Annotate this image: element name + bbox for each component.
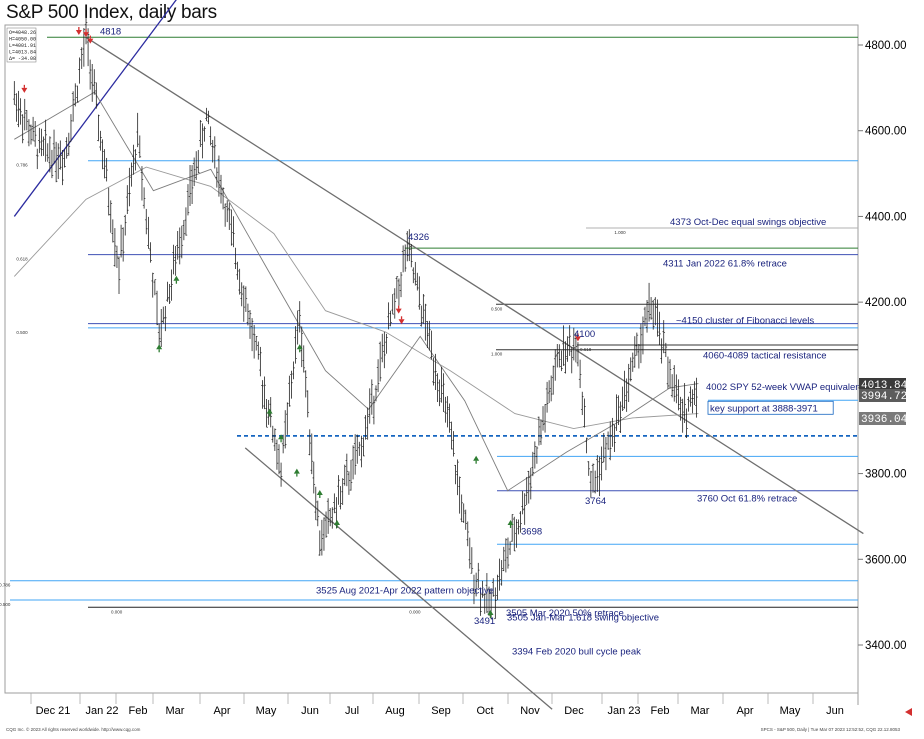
level-label: 3505 Jan-Mar 1.618 swing objective (507, 612, 659, 623)
down-arrow-icon (83, 32, 90, 38)
readout-line: Δ= -34.08 (9, 56, 36, 62)
readout-line: L=4001.91 (9, 43, 36, 49)
price-tag-label: 3936.04 (861, 414, 908, 426)
up-arrow-icon (507, 520, 514, 525)
price-tag (859, 389, 906, 402)
fib-ratio-label: 0.000 (111, 609, 123, 614)
readout-line: H=4050.00 (9, 37, 36, 43)
fib-ratio-label: 0.786 (0, 583, 11, 588)
x-tick-label: May (780, 705, 801, 717)
level-label: 4326 (408, 232, 429, 243)
x-tick-label: Dec 21 (36, 705, 71, 717)
markers-layer (21, 27, 581, 618)
level-label: 3764 (585, 496, 606, 507)
y-tick-label: 3400.00 (865, 640, 907, 652)
level-label: 3505 Mar 2020 50% retrace (506, 608, 624, 619)
fib-ratio-label: 0.618 (16, 257, 28, 262)
x-tick-label: Feb (651, 705, 670, 717)
price-tag (859, 412, 906, 425)
price-tag (859, 378, 906, 391)
fib-ratio-label: 0.500 (491, 306, 503, 311)
fib-ratio-label: 0.618 (580, 347, 592, 352)
chart-title: S&P 500 Index, daily bars (6, 2, 217, 23)
fib-ratio-label: 1.000 (614, 230, 626, 235)
x-tick-label: Aug (385, 705, 405, 717)
fib-ratio-label: 0.786 (16, 163, 28, 168)
trendline (13, 0, 177, 217)
price-tag-label: 3994.72 (861, 391, 907, 403)
up-arrow-icon (266, 408, 273, 414)
x-tick-label: Jan 22 (85, 705, 118, 717)
y-tick-label: 3800.00 (865, 469, 907, 481)
down-arrow-icon (395, 308, 402, 314)
x-tick-label: Oct (476, 705, 493, 717)
x-tick-label: Mar (166, 705, 185, 717)
level-label: ~4150 cluster of Fibonacci levels (676, 316, 814, 327)
x-tick-label: Apr (736, 705, 753, 717)
scroll-right-icon[interactable] (905, 708, 912, 716)
level-label: 3760 Oct 61.8% retrace (697, 494, 797, 505)
level-label: 3698 (521, 526, 542, 537)
up-arrow-icon (473, 455, 480, 461)
readout-line: O=4048.26 (9, 30, 36, 36)
x-tick-label: Sep (431, 705, 451, 717)
x-tick-label: May (256, 705, 277, 717)
axes-layer: 4800.004600.004400.004200.004000.003800.… (30, 40, 908, 717)
levels-layer (10, 36, 858, 608)
trendline (85, 36, 864, 535)
trendline (244, 447, 553, 710)
level-label: 3394 Feb 2020 bull cycle peak (512, 647, 641, 658)
level-label: key support at 3888-3971 (710, 403, 818, 414)
down-arrow-icon (574, 336, 581, 342)
up-arrow-icon (316, 490, 323, 495)
y-tick-label: 4800.00 (865, 40, 907, 52)
level-label: 3491 (474, 616, 495, 627)
x-tick-label: Nov (520, 705, 540, 717)
key-support-box (707, 400, 834, 415)
down-arrow-icon (75, 30, 82, 35)
up-arrow-icon (173, 275, 180, 281)
fib-ratio-label: 0.500 (16, 330, 28, 335)
readout-line: L=4013.84 (9, 50, 36, 56)
y-tick-label: 3600.00 (865, 554, 907, 566)
x-tick-label: Jun (301, 705, 319, 717)
price-bars-layer (13, 16, 698, 620)
x-tick-label: Feb (129, 705, 148, 717)
up-arrow-icon (293, 468, 300, 474)
level-label: 4818 (100, 26, 121, 37)
chart-info-footer: SPCS - S&P 500, Daily | Tue Mar 07 2023 … (761, 727, 901, 732)
up-arrow-icon (278, 434, 285, 440)
level-label: 4373 Oct-Dec equal swings objective (670, 217, 826, 228)
y-tick-label: 4200.00 (865, 297, 907, 309)
x-tick-label: Jun (826, 705, 844, 717)
fib-ratio-label: 0.000 (409, 609, 421, 614)
x-tick-label: Jan 23 (607, 705, 640, 717)
y-tick-label: 4600.00 (865, 126, 907, 138)
level-label: 3525 Aug 2021-Apr 2022 pattern objective (316, 586, 494, 597)
level-label: 4100 (574, 329, 595, 340)
copyright-footer: CQG Inc. © 2023 All rights reserved worl… (6, 726, 141, 732)
x-tick-label: Dec (564, 705, 584, 717)
x-tick-label: Apr (213, 705, 230, 717)
up-arrow-icon (296, 344, 303, 350)
trendlines-layer (13, 0, 864, 710)
ohlc-readout: O=4048.26H=4050.00L=4001.91L=4013.84Δ= -… (6, 27, 37, 63)
moving-average-line (14, 91, 699, 492)
x-tick-label: Jul (345, 705, 359, 717)
up-arrow-icon (487, 610, 494, 615)
down-arrow-icon (21, 87, 28, 93)
down-arrow-icon (87, 38, 94, 44)
level-label: 4060-4089 tactical resistance (703, 351, 827, 362)
y-tick-label: 4400.00 (865, 211, 907, 223)
annotation-layer: 4818 4373 Oct-Dec equal swings objective 4… (0, 26, 864, 657)
fib-ratio-label: 0.500 (0, 602, 11, 607)
x-tick-label: Mar (691, 705, 710, 717)
up-arrow-icon (156, 344, 163, 350)
level-label: 4311 Jan 2022 61.8% retrace (663, 259, 787, 270)
down-arrow-icon (398, 319, 405, 325)
fib-ratio-label: 1.000 (491, 352, 503, 357)
up-arrow-icon (334, 520, 341, 525)
level-label: 4002 SPY 52-week VWAP equivalent (706, 382, 864, 393)
